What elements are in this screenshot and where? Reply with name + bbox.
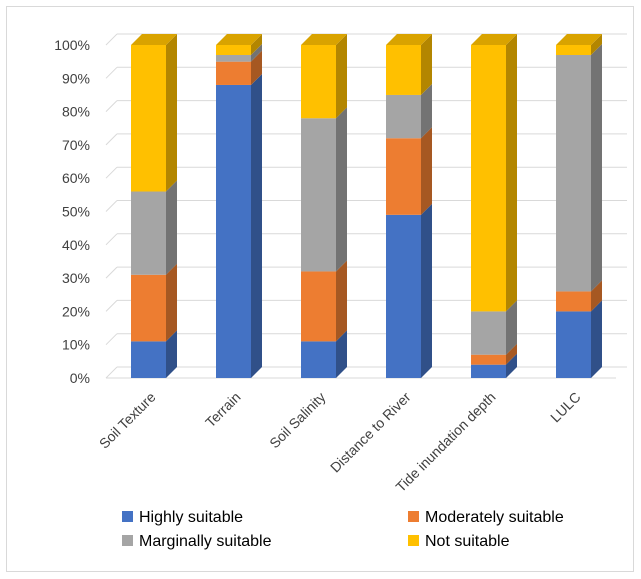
- y-tick-label: 100%: [54, 37, 90, 53]
- bar-segment: [556, 311, 591, 378]
- y-tick-label: 60%: [62, 170, 90, 186]
- bar-segment-top: [556, 34, 602, 45]
- legend-swatch: [122, 511, 133, 522]
- y-tick-label: 10%: [62, 337, 90, 353]
- bar-segment: [386, 45, 421, 95]
- bar-segment: [471, 45, 506, 312]
- y-tick-label: 0%: [70, 370, 90, 386]
- bar-segment: [301, 118, 336, 272]
- bar-segment: [131, 341, 166, 378]
- gridline-side: [105, 233, 118, 246]
- bar-segment-side: [336, 34, 347, 119]
- bar-segment-side: [251, 50, 262, 85]
- bar-segment-side: [421, 203, 432, 378]
- bar-segment-side: [166, 34, 177, 192]
- x-tick-label: LULC: [547, 389, 584, 426]
- bar-segment-side: [166, 263, 177, 342]
- bar-segment: [386, 138, 421, 215]
- legend-label: Moderately suitable: [425, 509, 564, 526]
- bar-segment: [386, 214, 421, 378]
- gridline-side: [105, 133, 118, 146]
- bar-segment-side: [421, 83, 432, 139]
- bar-segment-side: [506, 343, 517, 365]
- y-tick-label: 30%: [62, 270, 90, 286]
- bar-segment: [471, 311, 506, 355]
- bar-segment-side: [336, 330, 347, 378]
- bar-segment-side: [251, 43, 262, 62]
- bar-segment: [131, 45, 166, 192]
- legend-label: Not suitable: [425, 533, 510, 550]
- x-tick-label: Distance to River: [327, 389, 414, 476]
- bar-segment: [556, 45, 591, 55]
- bar-segment-side: [591, 300, 602, 378]
- bar-segment-side: [506, 300, 517, 355]
- bar-segment-side: [506, 353, 517, 378]
- bar-segment: [131, 191, 166, 275]
- bar-segment: [301, 271, 336, 342]
- gridline-side: [105, 166, 118, 179]
- legend-swatch: [122, 535, 133, 546]
- bar-segment: [216, 61, 251, 85]
- bar-segment-side: [591, 280, 602, 312]
- gridline-side: [105, 366, 118, 379]
- bar-segment-side: [166, 180, 177, 275]
- y-tick-label: 70%: [62, 137, 90, 153]
- bar-segment: [216, 84, 251, 379]
- bar-segment-side: [251, 34, 262, 55]
- gridline-side: [105, 66, 118, 79]
- bar-segment-side: [421, 34, 432, 95]
- gridline-side: [105, 266, 118, 279]
- bar-segment-side: [591, 34, 602, 55]
- bar-segment: [556, 54, 591, 292]
- bar-segment-top: [216, 34, 262, 45]
- gridline-side: [105, 300, 118, 312]
- bar-segment: [301, 45, 336, 119]
- gridline-side: [105, 333, 118, 346]
- bar-segment-top: [301, 34, 347, 45]
- gridline-side: [105, 100, 118, 112]
- bar-segment-side: [336, 107, 347, 272]
- legend-swatch: [408, 511, 419, 522]
- bar-segment: [131, 274, 166, 342]
- bar-segment-top: [386, 34, 432, 45]
- y-tick-label: 90%: [62, 70, 90, 86]
- bar-segment: [386, 94, 421, 139]
- bar-segment-top: [471, 34, 517, 45]
- legend-label: Highly suitable: [139, 509, 243, 526]
- bar-segment-side: [421, 127, 432, 215]
- bar-segment-side: [251, 73, 262, 379]
- bar-segment: [556, 291, 591, 312]
- y-tick-label: 20%: [62, 303, 90, 319]
- legend-label: Marginally suitable: [139, 533, 272, 550]
- bar-segment-side: [336, 260, 347, 342]
- bar-segment-side: [166, 330, 177, 378]
- y-tick-label: 80%: [62, 104, 90, 120]
- bar-segment: [471, 364, 506, 378]
- x-tick-label: Soil Texture: [96, 389, 159, 452]
- gridline-side: [105, 200, 118, 212]
- bar-segment: [471, 354, 506, 365]
- x-tick-label: Terrain: [202, 389, 244, 431]
- y-tick-label: 40%: [62, 237, 90, 253]
- gridline-side: [105, 33, 118, 46]
- bar-segment-side: [591, 43, 602, 292]
- bar-segment: [216, 45, 251, 55]
- bar-segment-top: [131, 34, 177, 45]
- bar-segment: [216, 54, 251, 62]
- y-tick-label: 50%: [62, 204, 90, 220]
- bar-segment: [301, 341, 336, 378]
- x-tick-label: Soil Salinity: [266, 389, 328, 451]
- legend-swatch: [408, 535, 419, 546]
- bar-segment-side: [506, 34, 517, 312]
